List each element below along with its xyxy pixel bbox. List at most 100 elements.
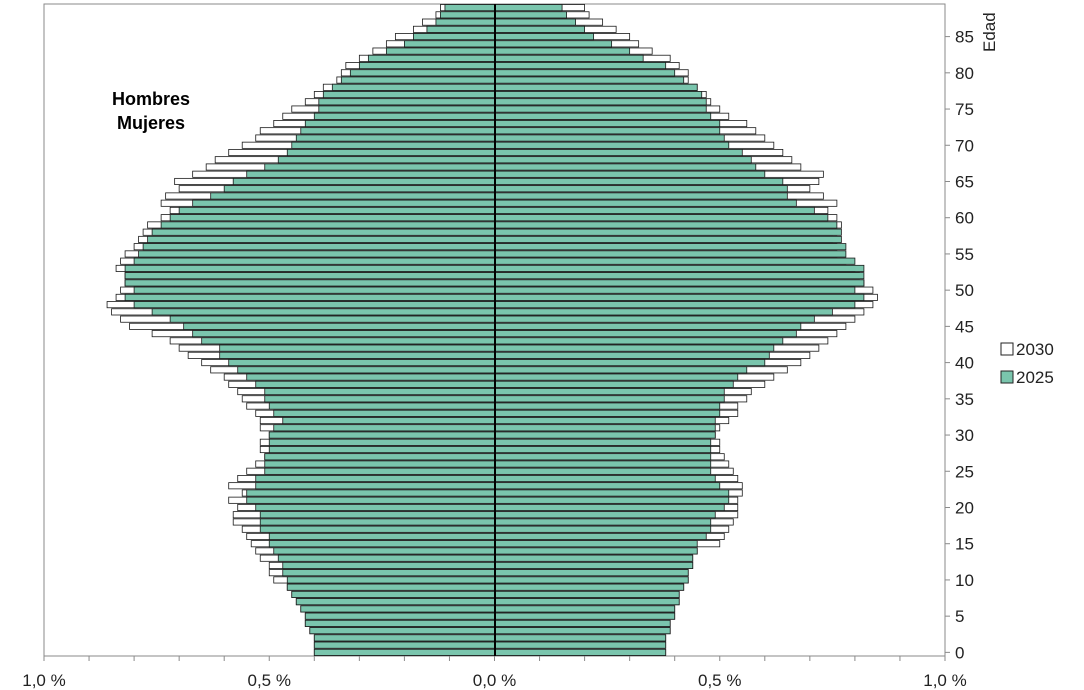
bar-2025-hombres-age-47 bbox=[151, 308, 495, 316]
bar-2025-mujeres-age-70 bbox=[494, 141, 730, 149]
bar-2025-hombres-age-37 bbox=[255, 380, 495, 388]
bar-2025-mujeres-age-34 bbox=[494, 402, 721, 410]
y-tick-label: 65 bbox=[955, 172, 974, 191]
bar-2025-hombres-age-42 bbox=[219, 344, 495, 352]
bar-2025-mujeres-age-15 bbox=[494, 540, 698, 548]
bar-2025-hombres-age-18 bbox=[259, 518, 495, 526]
bar-2025-hombres-age-84 bbox=[403, 40, 495, 48]
bar-2025-mujeres-age-26 bbox=[494, 460, 712, 468]
bar-2025-hombres-age-83 bbox=[385, 47, 495, 55]
x-axis: 1,0 % 0,5 % 0,0 % 0,5 % 1,0 % bbox=[22, 656, 967, 690]
bar-2025-mujeres-age-53 bbox=[494, 264, 865, 272]
bar-2025-mujeres-age-9 bbox=[494, 583, 685, 591]
bar-2025-mujeres-age-28 bbox=[494, 446, 712, 454]
bar-2025-mujeres-age-87 bbox=[494, 18, 576, 26]
bar-2025-mujeres-age-8 bbox=[494, 590, 680, 598]
bar-2025-mujeres-age-49 bbox=[494, 293, 865, 301]
bar-2025-hombres-age-5 bbox=[304, 612, 495, 620]
y-tick-label: 85 bbox=[955, 28, 974, 47]
bar-2025-mujeres-age-11 bbox=[494, 569, 689, 577]
bar-2025-mujeres-age-43 bbox=[494, 337, 784, 345]
bar-2025-mujeres-age-89 bbox=[494, 4, 563, 12]
bar-2025-hombres-age-81 bbox=[358, 62, 495, 70]
bar-2025-hombres-age-64 bbox=[223, 185, 495, 193]
bar-2025-mujeres-age-29 bbox=[494, 438, 712, 446]
bar-2025-mujeres-age-75 bbox=[494, 105, 707, 113]
bar-2025-hombres-age-4 bbox=[304, 619, 495, 627]
bar-2025-hombres-age-58 bbox=[151, 228, 495, 236]
bar-2025-hombres-age-65 bbox=[232, 177, 495, 185]
bar-2025-hombres-age-39 bbox=[237, 366, 495, 374]
bar-2025-mujeres-age-3 bbox=[494, 627, 671, 635]
bar-2025-mujeres-age-63 bbox=[494, 192, 788, 200]
x-tick-label: 0,0 % bbox=[473, 671, 516, 690]
bar-2025-hombres-age-86 bbox=[426, 25, 495, 33]
bar-2025-hombres-age-67 bbox=[264, 163, 495, 171]
bar-2025-hombres-age-12 bbox=[282, 561, 495, 569]
legend: 2030 2025 bbox=[1000, 340, 1054, 387]
bar-2025-hombres-age-50 bbox=[133, 286, 495, 294]
bar-2025-mujeres-age-33 bbox=[494, 409, 721, 417]
bar-2025-mujeres-age-86 bbox=[494, 25, 585, 33]
bar-2025-hombres-age-30 bbox=[268, 431, 495, 439]
bar-2025-hombres-age-27 bbox=[264, 453, 495, 461]
y-tick-label: 80 bbox=[955, 64, 974, 83]
bar-2025-hombres-age-61 bbox=[178, 206, 495, 214]
bar-2025-hombres-age-53 bbox=[124, 264, 495, 272]
bar-2025-mujeres-age-38 bbox=[494, 373, 739, 381]
y-tick-label: 20 bbox=[955, 498, 974, 517]
bar-2025-hombres-age-63 bbox=[210, 192, 495, 200]
bar-2025-hombres-age-43 bbox=[201, 337, 495, 345]
bar-2025-mujeres-age-67 bbox=[494, 163, 757, 171]
legend-swatch-2025 bbox=[1000, 370, 1014, 384]
annotation-mujeres: Mujeres bbox=[117, 113, 185, 133]
bar-2025-mujeres-age-37 bbox=[494, 380, 734, 388]
bar-2025-mujeres-age-80 bbox=[494, 69, 676, 77]
bar-2025-hombres-age-45 bbox=[183, 322, 495, 330]
bar-2025-mujeres-age-2 bbox=[494, 634, 667, 642]
bar-2025-hombres-age-7 bbox=[295, 598, 495, 606]
bar-2025-mujeres-age-77 bbox=[494, 91, 703, 99]
bar-2025-hombres-age-10 bbox=[286, 576, 495, 584]
bar-2025-mujeres-age-74 bbox=[494, 112, 712, 120]
bar-2025-hombres-age-69 bbox=[286, 148, 495, 157]
bar-2025-hombres-age-54 bbox=[133, 257, 495, 265]
bar-2025-hombres-age-35 bbox=[264, 395, 495, 403]
bar-2025-hombres-age-6 bbox=[300, 605, 495, 613]
bar-2025-mujeres-age-14 bbox=[494, 547, 698, 555]
bar-2025-mujeres-age-72 bbox=[494, 127, 721, 135]
bar-2025-hombres-age-77 bbox=[322, 91, 495, 99]
bar-2025-mujeres-age-0 bbox=[494, 648, 667, 656]
y-axis-title: Edad bbox=[980, 12, 999, 52]
bar-2025-hombres-age-68 bbox=[277, 156, 495, 164]
y-tick-label: 30 bbox=[955, 426, 974, 445]
bar-2025-hombres-age-2 bbox=[313, 634, 495, 642]
bar-2025-hombres-age-60 bbox=[169, 214, 495, 222]
y-tick-label: 75 bbox=[955, 100, 974, 119]
y-tick-label: 0 bbox=[955, 643, 964, 662]
x-tick-label: 1,0 % bbox=[923, 671, 966, 690]
bar-2025-mujeres-age-24 bbox=[494, 474, 716, 483]
bar-2025-mujeres-age-88 bbox=[494, 11, 567, 19]
bar-2025-mujeres-age-73 bbox=[494, 120, 721, 128]
bar-2025-hombres-age-76 bbox=[318, 98, 495, 106]
bar-2025-mujeres-age-57 bbox=[494, 235, 842, 243]
bar-2025-hombres-age-48 bbox=[133, 301, 495, 309]
bar-2025-hombres-age-13 bbox=[277, 554, 495, 562]
bar-2025-mujeres-age-61 bbox=[494, 206, 815, 214]
bar-2025-mujeres-age-19 bbox=[494, 511, 716, 519]
bar-2025-hombres-age-72 bbox=[300, 127, 495, 135]
bar-2025-mujeres-age-32 bbox=[494, 417, 716, 425]
bar-2025-hombres-age-56 bbox=[142, 243, 495, 251]
bar-2025-mujeres-age-7 bbox=[494, 598, 680, 606]
bar-2025-mujeres-age-4 bbox=[494, 619, 671, 627]
bar-2025-mujeres-age-42 bbox=[494, 344, 775, 352]
bar-2025-hombres-age-23 bbox=[255, 482, 495, 490]
y-tick-label: 35 bbox=[955, 390, 974, 409]
bar-2025-hombres-age-11 bbox=[282, 569, 495, 577]
legend-label-2030: 2030 bbox=[1016, 340, 1054, 359]
y-tick-label: 15 bbox=[955, 535, 974, 554]
bar-2025-mujeres-age-36 bbox=[494, 388, 725, 396]
bar-2025-mujeres-age-62 bbox=[494, 199, 797, 207]
bar-2025-hombres-age-66 bbox=[246, 170, 495, 178]
